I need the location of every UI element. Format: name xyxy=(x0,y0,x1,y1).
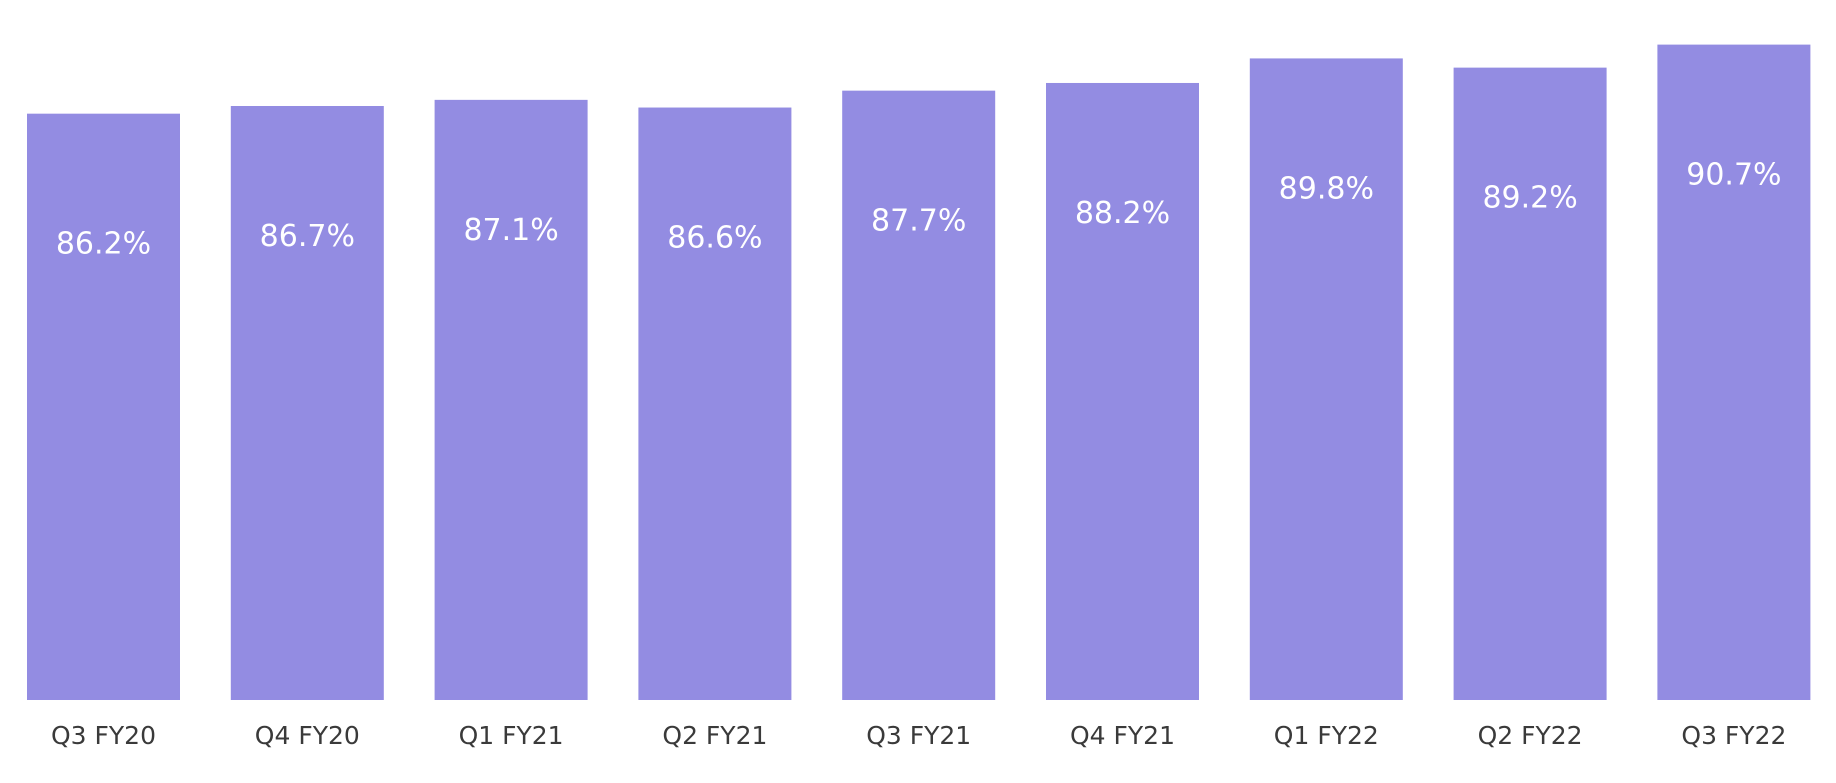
bar-q3-fy20 xyxy=(27,113,180,700)
bar-q3-fy21 xyxy=(842,90,996,700)
bar-value-label: 89.8% xyxy=(1279,171,1374,206)
x-tick-label: Q1 FY21 xyxy=(459,721,564,750)
bar-value-label: 90.7% xyxy=(1686,158,1781,193)
x-tick-label: Q4 FY20 xyxy=(255,721,360,750)
x-tick-label: Q3 FY22 xyxy=(1681,721,1786,750)
bar-value-label: 88.2% xyxy=(1075,196,1170,231)
bar-q2-fy21 xyxy=(638,107,792,700)
bar-value-label: 86.7% xyxy=(260,219,355,254)
x-tick-label: Q3 FY20 xyxy=(51,721,156,750)
x-tick-label: Q4 FY21 xyxy=(1070,721,1175,750)
x-tick-label: Q3 FY21 xyxy=(866,721,971,750)
bar-value-label: 89.2% xyxy=(1482,181,1577,216)
bar-value-label: 87.1% xyxy=(463,213,558,248)
x-tick-label: Q2 FY22 xyxy=(1478,721,1583,750)
x-axis-tick-labels: Q3 FY20 Q4 FY20 Q1 FY21 Q2 FY21 Q3 FY21 Q4 FY… xyxy=(51,721,1786,750)
bar-q1-fy21 xyxy=(434,99,588,700)
bar-q3-fy22 xyxy=(1657,44,1811,700)
bar-value-label: 86.2% xyxy=(56,227,151,262)
bar-value-label: 87.7% xyxy=(871,204,966,239)
x-tick-label: Q2 FY21 xyxy=(662,721,767,750)
bar-q2-fy22 xyxy=(1453,67,1607,700)
value-labels-group: 86.2% 86.7% 87.1% 86.6% 87.7% 88.2% 89.8% 89.2%… xyxy=(56,158,1782,262)
bar-q4-fy21 xyxy=(1046,82,1199,700)
x-tick-label: Q1 FY22 xyxy=(1274,721,1379,750)
bar-q4-fy20 xyxy=(230,106,384,700)
bar-q1-fy22 xyxy=(1249,58,1403,701)
bars-group xyxy=(27,44,1811,701)
bar-value-label: 86.6% xyxy=(667,221,762,256)
